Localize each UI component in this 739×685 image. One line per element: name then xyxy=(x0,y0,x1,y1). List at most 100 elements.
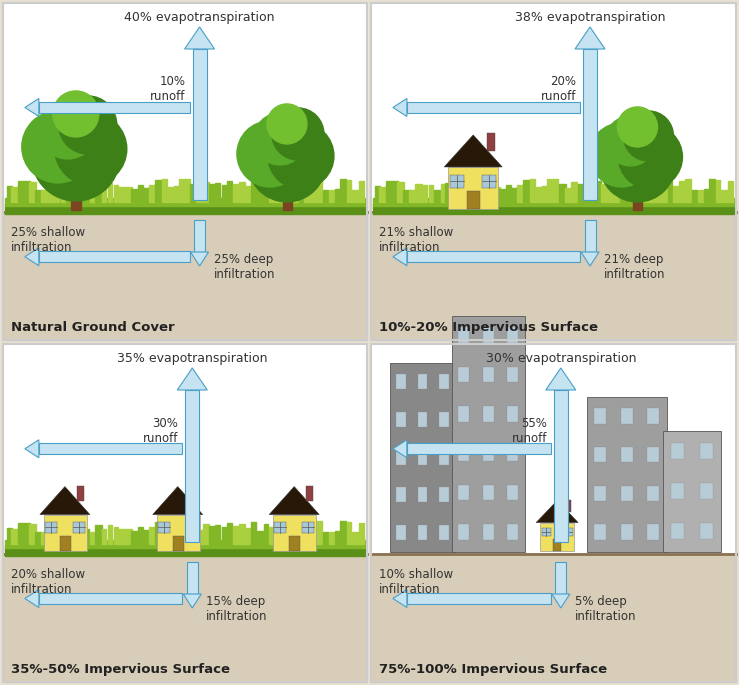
Bar xyxy=(77,183,84,202)
Bar xyxy=(187,562,198,594)
Bar xyxy=(716,180,720,202)
Bar xyxy=(304,186,311,202)
Text: 10%-20% Impervious Surface: 10%-20% Impervious Surface xyxy=(379,321,598,334)
Bar xyxy=(273,514,316,551)
Bar xyxy=(5,540,365,547)
Bar xyxy=(264,523,268,544)
Bar xyxy=(185,390,200,542)
Bar xyxy=(335,189,340,202)
Bar xyxy=(41,190,48,202)
Bar xyxy=(5,545,365,556)
Bar xyxy=(274,186,281,202)
Bar xyxy=(18,181,24,202)
Bar xyxy=(672,186,680,202)
Circle shape xyxy=(21,111,94,183)
Bar xyxy=(167,187,173,202)
Bar xyxy=(310,523,316,544)
Bar xyxy=(299,523,303,544)
Bar xyxy=(700,483,713,499)
Bar xyxy=(157,521,170,532)
Bar xyxy=(507,406,518,422)
Bar xyxy=(179,521,185,544)
Bar xyxy=(507,445,518,461)
Bar xyxy=(647,447,659,462)
Polygon shape xyxy=(537,501,578,523)
Bar xyxy=(7,527,12,544)
Bar xyxy=(193,49,207,200)
Bar xyxy=(119,529,126,544)
Bar xyxy=(137,527,143,544)
Bar xyxy=(587,397,667,551)
Bar xyxy=(109,525,112,544)
Bar xyxy=(523,180,530,202)
Bar xyxy=(61,527,65,544)
Bar xyxy=(119,187,126,202)
Bar xyxy=(292,523,299,544)
Bar xyxy=(493,187,500,202)
Bar xyxy=(452,316,525,551)
Bar xyxy=(60,536,71,551)
Bar xyxy=(483,485,494,501)
Bar xyxy=(564,527,573,536)
Text: Natural Ground Cover: Natural Ground Cover xyxy=(11,321,174,334)
Bar xyxy=(607,182,613,202)
Bar xyxy=(448,167,498,209)
Bar xyxy=(61,185,65,202)
Bar xyxy=(329,190,334,202)
Bar xyxy=(647,525,659,540)
Bar xyxy=(203,182,209,202)
Bar xyxy=(566,499,571,512)
Bar xyxy=(407,102,580,113)
Bar xyxy=(371,212,736,340)
Circle shape xyxy=(254,113,306,165)
Bar xyxy=(24,523,30,544)
Bar xyxy=(373,204,734,214)
Circle shape xyxy=(32,113,120,201)
Bar xyxy=(709,179,715,202)
Text: 25% shallow
infiltration: 25% shallow infiltration xyxy=(11,226,85,253)
Bar xyxy=(671,443,684,459)
Bar xyxy=(299,181,303,202)
Bar xyxy=(191,184,197,202)
Circle shape xyxy=(618,107,658,147)
Bar xyxy=(39,593,183,604)
Circle shape xyxy=(59,96,117,154)
Bar xyxy=(398,182,404,202)
Bar xyxy=(698,190,703,202)
Bar xyxy=(371,344,736,682)
Bar xyxy=(409,190,416,202)
Bar xyxy=(625,189,631,202)
Bar xyxy=(371,3,736,212)
Bar xyxy=(407,251,580,262)
Bar xyxy=(679,181,685,202)
Bar xyxy=(239,523,245,544)
Bar xyxy=(403,190,410,202)
Bar xyxy=(137,185,143,202)
Bar xyxy=(483,445,494,461)
Bar xyxy=(440,487,449,502)
Bar xyxy=(467,191,480,209)
Bar xyxy=(3,3,367,340)
Bar xyxy=(340,521,346,544)
Bar xyxy=(700,443,713,459)
Bar xyxy=(115,185,118,202)
Bar xyxy=(542,186,547,202)
Circle shape xyxy=(52,91,99,137)
Bar xyxy=(458,327,469,343)
Bar xyxy=(594,447,606,462)
Bar xyxy=(554,179,559,202)
Bar xyxy=(554,538,561,551)
Bar xyxy=(215,525,220,544)
Bar xyxy=(650,179,655,202)
Bar xyxy=(162,521,166,544)
Bar xyxy=(154,180,162,202)
Bar xyxy=(458,524,469,540)
Bar xyxy=(373,198,734,206)
Bar xyxy=(95,183,102,202)
Bar xyxy=(35,190,42,202)
Bar xyxy=(647,486,659,501)
Circle shape xyxy=(248,124,326,202)
Bar xyxy=(162,179,166,202)
Polygon shape xyxy=(575,27,605,49)
Bar xyxy=(3,344,367,682)
